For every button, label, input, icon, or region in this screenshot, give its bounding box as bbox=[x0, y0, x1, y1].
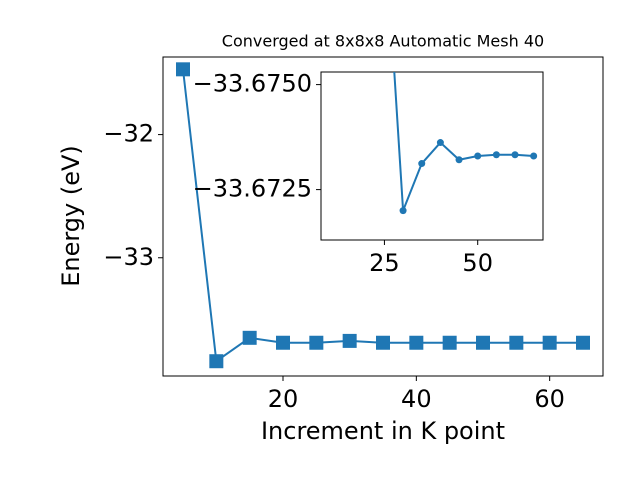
data-point bbox=[399, 207, 407, 215]
data-point bbox=[418, 160, 426, 168]
chart-title: Converged at 8x8x8 Automatic Mesh 40 bbox=[222, 32, 544, 51]
data-point bbox=[511, 151, 519, 159]
data-point bbox=[409, 335, 424, 350]
x-tick-label: 25 bbox=[369, 249, 400, 277]
data-point bbox=[476, 335, 490, 350]
data-point bbox=[576, 335, 590, 350]
data-point bbox=[342, 333, 357, 348]
data-point bbox=[276, 335, 290, 350]
data-point bbox=[442, 335, 457, 350]
y-axis-label: Energy (eV) bbox=[57, 145, 85, 287]
y-tick-label: −33.6725 bbox=[193, 175, 312, 203]
x-tick-label: 20 bbox=[268, 385, 299, 413]
x-tick-label: 60 bbox=[534, 385, 565, 413]
x-tick-label: 40 bbox=[401, 385, 432, 413]
x-tick-label: 50 bbox=[462, 249, 493, 277]
plot-content bbox=[393, 72, 538, 215]
data-point bbox=[455, 156, 463, 164]
data-point bbox=[209, 354, 224, 369]
y-tick-label: −32 bbox=[103, 120, 154, 148]
data-point bbox=[492, 151, 500, 159]
data-point bbox=[436, 139, 444, 147]
data-point bbox=[509, 335, 524, 350]
y-tick-label: −33 bbox=[103, 243, 154, 271]
data-point bbox=[530, 152, 538, 160]
data-point bbox=[376, 335, 390, 350]
data-point bbox=[542, 335, 557, 350]
data-point bbox=[176, 62, 190, 77]
y-tick-label: −33.6750 bbox=[193, 70, 312, 98]
data-point bbox=[474, 152, 482, 160]
plot-content bbox=[176, 62, 590, 369]
data-point bbox=[309, 335, 324, 350]
x-axis-label: Increment in K point bbox=[261, 417, 505, 445]
data-point bbox=[242, 330, 257, 345]
plot-area bbox=[320, 71, 544, 241]
